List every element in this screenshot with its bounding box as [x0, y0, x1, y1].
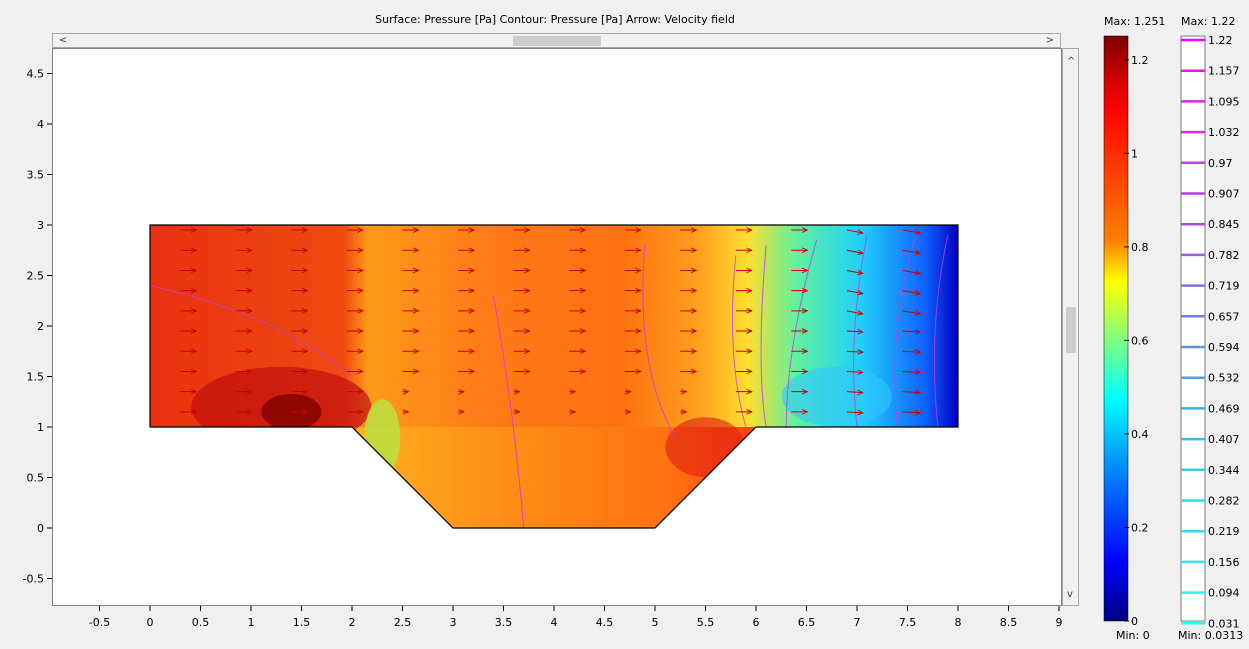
y-tick-label: 0: [37, 522, 44, 535]
surface-color-legend: 1.2 1 0.8 0.6 0.4 0.2 0: [1103, 35, 1149, 628]
contour-legend-level-label: 0.219: [1208, 525, 1240, 538]
contour-legend-level-label: 0.845: [1208, 218, 1240, 231]
surface-legend-tick-label: 1.2: [1131, 54, 1149, 67]
x-tick-label: 2: [349, 616, 356, 629]
surface-legend-tick-label: 0: [1131, 615, 1138, 628]
contour-legend-level-label: 0.97: [1208, 157, 1233, 170]
contour-legend-level-label: 1.157: [1208, 65, 1240, 78]
x-tick-label: 0: [147, 616, 154, 629]
contour-legend-level-label: 1.22: [1208, 34, 1233, 47]
contour-legend-max: Max: 1.22: [1181, 15, 1236, 28]
y-tick-label: 1: [37, 421, 44, 434]
contour-legend-level-label: 0.594: [1208, 341, 1240, 354]
surface-legend-tick-label: 0.2: [1131, 521, 1149, 534]
y-tick-label: 3: [37, 219, 44, 232]
y-tick-label: 2: [37, 320, 44, 333]
y-tick-label: 0.5: [27, 472, 45, 485]
contour-legend-level-label: 0.657: [1208, 310, 1240, 323]
surface-legend-tick-label: 0.4: [1131, 428, 1149, 441]
x-axis-ticks: -0.5 0 0.5 1 1.5 2 2.5 3 3.5 4 4.5 5 5.5 6 6.5 7 7.5 8 8.5…: [89, 606, 1063, 629]
contour-legend-level-label: 0.782: [1208, 249, 1240, 262]
contour-color-legend: 1.22 1.157 1.095 1.032 0.97 0.907 0.845 0.782 0.…: [1180, 34, 1240, 630]
x-tick-label: 8.5: [1000, 616, 1018, 629]
contour-legend-level-label: 0.907: [1208, 188, 1240, 201]
x-tick-label: 0.5: [192, 616, 210, 629]
contour-legend-level-label: 0.344: [1208, 464, 1240, 477]
scroll-up-button[interactable]: ^: [1067, 56, 1076, 67]
contour-legend-level-label: 1.095: [1208, 95, 1240, 108]
scroll-right-button[interactable]: >: [1045, 35, 1054, 46]
x-tick-label: 4.5: [596, 616, 614, 629]
surface-legend-tick-label: 0.6: [1131, 334, 1149, 347]
x-tick-label: 1.5: [293, 616, 311, 629]
x-tick-label: 6.5: [798, 616, 816, 629]
y-tick-label: 2.5: [27, 270, 45, 283]
x-tick-label: 9: [1056, 616, 1063, 629]
contour-legend-level-label: 0.407: [1208, 433, 1240, 446]
x-tick-label: 7.5: [899, 616, 917, 629]
surface-legend-tick-label: 1: [1131, 147, 1138, 160]
horizontal-scroll-thumb[interactable]: [513, 36, 601, 46]
vertical-scrollbar[interactable]: ^ v: [1062, 48, 1079, 606]
x-tick-label: 8: [955, 616, 962, 629]
x-tick-label: 1: [248, 616, 255, 629]
x-tick-label: 5: [652, 616, 659, 629]
x-tick-label: 5.5: [697, 616, 715, 629]
plot-title: Surface: Pressure [Pa] Contour: Pressure…: [375, 13, 735, 26]
vertical-scroll-thumb[interactable]: [1066, 307, 1076, 353]
y-axis-ticks: 4.5 4 3.5 3 2.5 2 1.5 1 0.5 0 -0.5: [23, 68, 52, 586]
contour-legend-level-label: 0.094: [1208, 587, 1240, 600]
plot-area[interactable]: [52, 48, 1062, 606]
x-tick-label: 6: [753, 616, 760, 629]
contour-legend-level-label: 1.032: [1208, 126, 1240, 139]
x-tick-label: 4: [551, 616, 558, 629]
y-tick-label: 1.5: [27, 371, 45, 384]
surface-legend-tick-label: 0.8: [1131, 241, 1149, 254]
surface-legend-max: Max: 1.251: [1104, 15, 1166, 28]
x-tick-label: 2.5: [394, 616, 412, 629]
scroll-left-button[interactable]: <: [59, 35, 68, 46]
contour-legend-min: Min: 0.0313: [1178, 629, 1244, 642]
contour-legend-level-label: 0.719: [1208, 280, 1240, 293]
y-tick-label: 4: [37, 118, 44, 131]
x-tick-label: 3.5: [495, 616, 513, 629]
scroll-down-button[interactable]: v: [1067, 589, 1073, 600]
y-tick-label: -0.5: [23, 573, 44, 586]
surface-legend-min: Min: 0: [1116, 629, 1150, 642]
horizontal-scrollbar[interactable]: < >: [52, 33, 1061, 48]
contour-legend-level-label: 0.156: [1208, 556, 1240, 569]
y-tick-label: 3.5: [27, 169, 45, 182]
contour-legend-level-label: 0.532: [1208, 372, 1240, 385]
contour-legend-level-label: 0.469: [1208, 402, 1240, 415]
x-tick-label: -0.5: [89, 616, 110, 629]
contour-legend-level-label: 0.282: [1208, 495, 1240, 508]
x-tick-label: 3: [450, 616, 457, 629]
x-tick-label: 7: [854, 616, 861, 629]
y-tick-label: 4.5: [27, 68, 45, 81]
